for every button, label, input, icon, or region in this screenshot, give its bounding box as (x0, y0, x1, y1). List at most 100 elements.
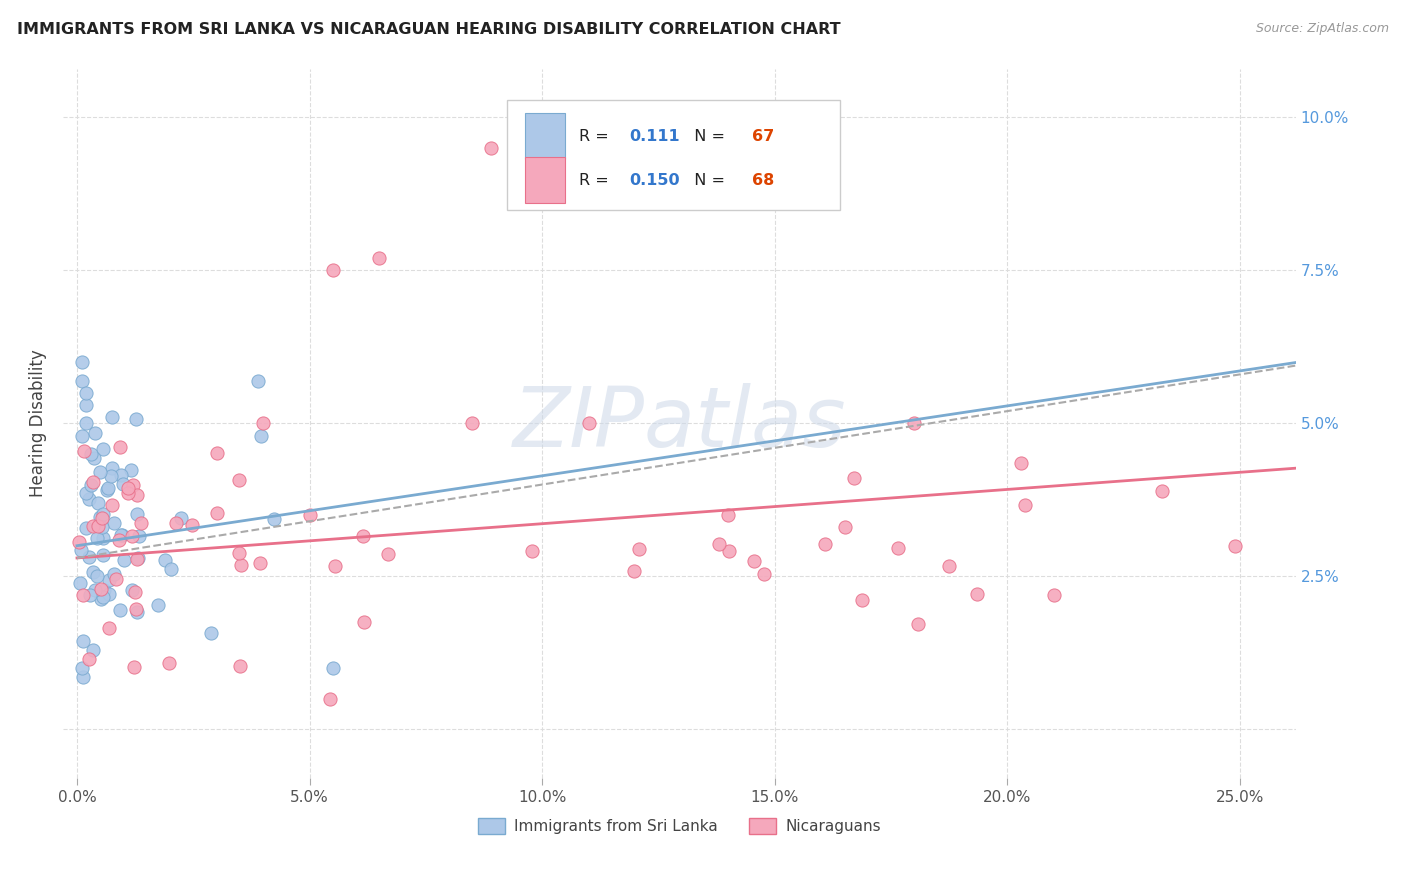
Point (125, 605, 148, 619)
Point (83, 583, 105, 598)
Point (97, 481, 120, 495)
Point (91, 531, 114, 545)
Point (77, 651, 100, 665)
Point (623, 564, 645, 578)
Legend: Immigrants from Sri Lanka, Nicaraguans: Immigrants from Sri Lanka, Nicaraguans (478, 819, 882, 834)
Point (851, 593, 873, 607)
Point (70, 428, 93, 442)
Point (117, 486, 139, 500)
Point (77, 491, 100, 506)
Point (97, 621, 120, 635)
Point (153, 553, 176, 567)
Point (75, 398, 97, 412)
Point (82, 565, 104, 579)
Point (231, 558, 253, 572)
Point (938, 558, 960, 573)
Point (121, 529, 143, 543)
Point (84, 425, 107, 440)
Point (125, 507, 148, 521)
Point (89, 466, 111, 480)
Point (110, 467, 132, 482)
Point (461, 417, 484, 431)
Point (165, 516, 187, 530)
Point (368, 251, 391, 265)
Point (82, 643, 104, 657)
Point (91, 508, 114, 522)
Point (93, 583, 115, 598)
Point (83, 450, 105, 465)
Point (578, 417, 600, 431)
Point (834, 520, 856, 534)
Point (298, 508, 321, 523)
Point (322, 661, 344, 675)
Point (263, 512, 285, 526)
Text: R =: R = (579, 128, 614, 144)
Text: 0.111: 0.111 (628, 128, 679, 144)
Point (101, 498, 124, 512)
Bar (526, 113, 565, 160)
Point (1010, 456, 1032, 470)
Point (72, 633, 94, 648)
Point (69, 576, 91, 591)
Point (101, 461, 124, 475)
Text: 68: 68 (752, 173, 775, 188)
Point (205, 446, 228, 460)
Point (752, 566, 775, 581)
Point (1014, 498, 1036, 512)
Point (86, 531, 108, 545)
Point (98, 573, 121, 587)
Point (91, 590, 114, 604)
Point (100, 469, 122, 483)
Point (72, 670, 94, 684)
Point (117, 481, 139, 495)
Point (75, 417, 97, 431)
Point (907, 616, 929, 631)
Point (87, 496, 110, 510)
Point (103, 567, 125, 582)
Point (129, 516, 152, 530)
Point (200, 626, 222, 640)
Point (82, 475, 104, 489)
Point (1042, 588, 1064, 602)
Text: N =: N = (685, 128, 730, 144)
Text: IMMIGRANTS FROM SRI LANKA VS NICARAGUAN HEARING DISABILITY CORRELATION CHART: IMMIGRANTS FROM SRI LANKA VS NICARAGUAN … (17, 22, 841, 37)
Point (90, 592, 112, 607)
Point (105, 572, 128, 586)
Point (67, 535, 90, 549)
Point (125, 551, 148, 566)
Point (108, 603, 131, 617)
Text: N =: N = (685, 173, 730, 188)
Point (319, 691, 342, 706)
Point (96, 483, 118, 497)
Point (103, 516, 125, 530)
Point (814, 537, 837, 551)
Point (903, 417, 925, 431)
Point (252, 417, 274, 431)
Y-axis label: Hearing Disability: Hearing Disability (30, 350, 46, 497)
Point (717, 508, 740, 523)
Point (628, 541, 651, 556)
Point (111, 527, 134, 541)
Text: 67: 67 (752, 128, 775, 144)
Point (101, 409, 124, 424)
Point (228, 546, 250, 560)
Point (128, 529, 150, 543)
Point (122, 477, 145, 491)
Point (377, 547, 399, 561)
Point (93, 549, 115, 563)
Point (228, 474, 250, 488)
Point (127, 550, 149, 565)
Point (322, 263, 344, 277)
Point (353, 615, 375, 630)
Point (717, 543, 740, 558)
Point (120, 463, 142, 477)
Point (70, 542, 93, 557)
Point (125, 411, 148, 425)
Point (90, 511, 112, 525)
Text: 0.150: 0.150 (628, 173, 679, 188)
Point (90, 582, 112, 597)
Point (886, 541, 908, 556)
Point (842, 471, 865, 485)
Point (90, 520, 112, 534)
Point (89, 510, 111, 524)
